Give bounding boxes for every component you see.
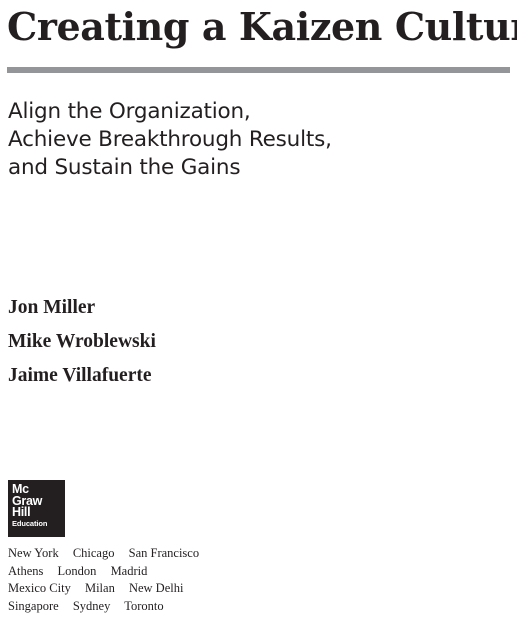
logo-text: Education [12,518,48,528]
logo-text: Hill [12,505,31,519]
subtitle-line: Achieve Breakthrough Results, [8,127,332,152]
title-divider [7,67,510,73]
city-name: Toronto [124,598,164,613]
city-row: Mexico City Milan New Delhi [8,580,210,598]
city-row: Athens London Madrid [8,563,210,581]
city-name: New York [8,546,59,560]
city-row: New York Chicago San Francisco [8,545,210,563]
book-title: Creating a Kaizen Culture [7,4,517,49]
author-name: Mike Wroblewski [8,331,156,352]
author-name: Jaime Villafuerte [8,365,152,386]
city-name: Sydney [72,598,111,613]
author-list: Jon Miller Mike Wroblewski Jaime Villafu… [8,296,156,398]
city-row: Singapore Sydney Toronto [8,598,210,616]
city-name: Singapore [8,598,59,613]
city-name: New Delhi [128,581,184,595]
publisher-logo: Mc Graw Hill Education [8,480,65,537]
city-name: Chicago [72,546,115,560]
city-name: Milan [84,581,115,595]
subtitle-line: Align the Organization, [8,99,251,124]
city-name: Mexico City [8,581,71,595]
author-name: Jon Miller [8,297,96,318]
book-subtitle: Align the Organization, Achieve Breakthr… [8,98,332,182]
publisher-cities: New York Chicago San Francisco Athens Lo… [8,545,210,615]
city-name: San Francisco [128,546,200,560]
logo-text: Mc [12,482,29,496]
subtitle-line: and Sustain the Gains [8,155,241,180]
logo-text: Graw [12,493,43,508]
city-name: Madrid [110,563,148,578]
city-name: Athens [8,563,44,578]
city-name: London [57,563,97,578]
